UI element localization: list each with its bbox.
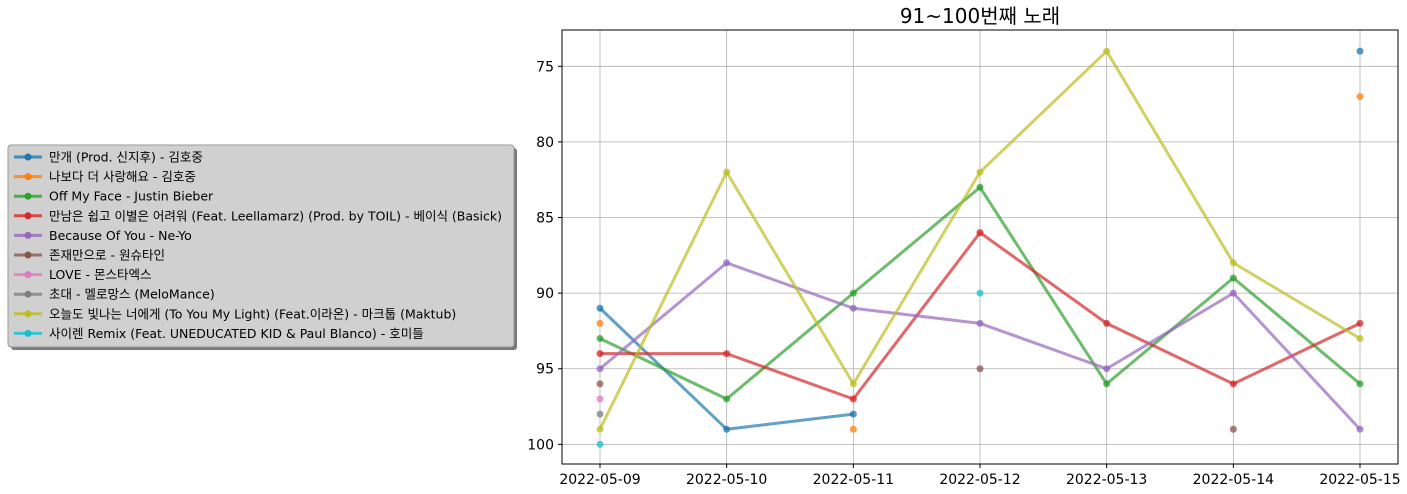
series-8-point	[1356, 334, 1364, 342]
series-4-point	[1103, 365, 1111, 373]
x-axis: 2022-05-09 2022-05-10 2022-05-11 2022-05-12…	[559, 464, 1401, 488]
series-2-point	[1229, 274, 1237, 282]
y-tick-label: 90	[536, 286, 554, 302]
series-4-point	[1229, 289, 1237, 297]
series-3-point	[849, 395, 857, 403]
legend-swatch-marker	[24, 231, 32, 239]
legend-swatch-marker	[24, 173, 32, 181]
x-tick-label: 2022-05-12	[939, 472, 1020, 488]
series-9-point	[596, 440, 604, 448]
legend-entry-label: Because Of You - Ne-Yo	[49, 228, 192, 243]
series-8-point	[596, 425, 604, 433]
series-8-point	[976, 168, 984, 176]
x-tick-label: 2022-05-11	[813, 472, 894, 488]
series-6-point	[596, 395, 604, 403]
series-2-point	[1356, 380, 1364, 388]
legend-entry-label: 존재만으로 - 원슈타인	[49, 248, 165, 263]
legend-entry-label: 만개 (Prod. 신지후) - 김호중	[49, 150, 203, 165]
series-5-point	[596, 380, 604, 388]
series-3-point	[1229, 380, 1237, 388]
series-3-point	[723, 350, 731, 358]
series-2-point	[723, 395, 731, 403]
series-8-point	[1229, 259, 1237, 267]
legend-entry-label: 오늘도 빛나는 너에게 (To You My Light) (Feat.이라온)…	[49, 306, 456, 321]
y-axis: 75 80 85 90 95 100	[527, 59, 562, 453]
x-tick-label: 2022-05-14	[1193, 472, 1274, 488]
legend-entry-label: 만남은 쉽고 이별은 어려워 (Feat. Leellamarz) (Prod.…	[49, 208, 502, 223]
series-5-point	[1229, 425, 1237, 433]
x-tick-label: 2022-05-10	[686, 472, 767, 488]
series-points	[596, 47, 1364, 448]
series-2-point	[596, 334, 604, 342]
legend-entry-label: 초대 - 멜로망스 (MeloMance)	[49, 287, 215, 302]
y-tick-label: 75	[536, 59, 554, 75]
legend-box	[7, 144, 515, 348]
legend-entry-label: Off My Face - Justin Bieber	[49, 189, 214, 204]
x-tick-label: 2022-05-15	[1319, 472, 1400, 488]
x-tick-label: 2022-05-09	[559, 472, 640, 488]
y-tick-label: 80	[536, 135, 554, 151]
legend-entry-label: 나보다 더 사랑해요 - 김호중	[49, 169, 196, 184]
chart-title: 91~100번째 노래	[900, 4, 1060, 28]
legend-swatch-marker	[24, 290, 32, 298]
legend-swatch-marker	[24, 271, 32, 279]
series-3-point	[1103, 319, 1111, 327]
series-0-point	[1356, 47, 1364, 55]
series-1-point	[596, 319, 604, 327]
legend-swatch-marker	[24, 310, 32, 318]
legend-entry-label: LOVE - 몬스타엑스	[49, 267, 152, 282]
y-tick-label: 95	[536, 362, 554, 378]
legend-entry-label: 사이렌 Remix (Feat. UNEDUCATED KID & Paul B…	[49, 326, 424, 341]
y-tick-label: 85	[536, 211, 554, 227]
legend-swatch-marker	[24, 153, 32, 161]
series-8-point	[849, 380, 857, 388]
series-1-point	[1356, 93, 1364, 101]
series-2-point	[849, 289, 857, 297]
series-0-point	[723, 425, 731, 433]
series-0-point	[849, 410, 857, 418]
legend-swatch-marker	[24, 212, 32, 220]
series-8-point	[1103, 47, 1111, 55]
series-3-point	[976, 229, 984, 237]
y-tick-label: 100	[527, 437, 554, 453]
series-4-point	[596, 365, 604, 373]
series-7-point	[596, 410, 604, 418]
series-2-point	[1103, 380, 1111, 388]
series-4-point	[1356, 425, 1364, 433]
legend-swatch-marker	[24, 329, 32, 337]
series-4-point	[723, 259, 731, 267]
grid	[562, 30, 1398, 464]
series-3-point	[1356, 319, 1364, 327]
series-4-point	[849, 304, 857, 312]
series-1-point	[849, 425, 857, 433]
series-0-point	[596, 304, 604, 312]
series-9-point	[976, 289, 984, 297]
legend-swatch-marker	[24, 192, 32, 200]
series-5-point	[976, 365, 984, 373]
legend-swatch-marker	[24, 251, 32, 259]
series-8-point	[723, 168, 731, 176]
series-4-point	[976, 319, 984, 327]
x-tick-label: 2022-05-13	[1066, 472, 1147, 488]
series-2-point	[976, 183, 984, 191]
series-3-point	[596, 350, 604, 358]
